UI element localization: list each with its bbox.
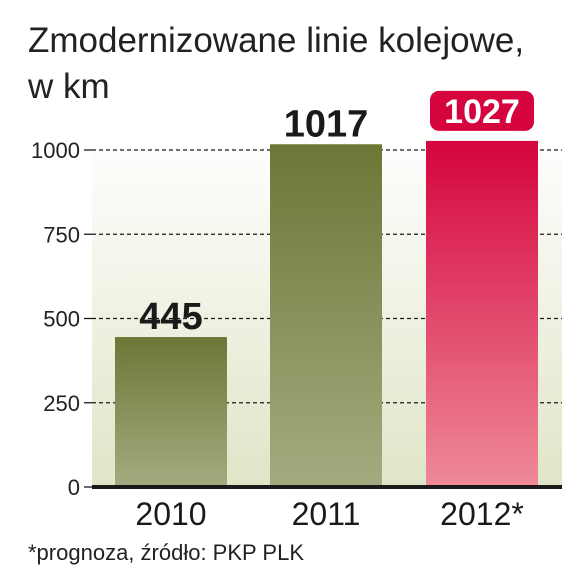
x-tick-label: 2012* — [440, 496, 524, 532]
y-tick-label: 250 — [43, 391, 80, 416]
footnote: *prognoza, źródło: PKP PLK — [28, 540, 304, 565]
data-labels: 445 1017 1027 — [139, 90, 534, 338]
data-label: 1017 — [284, 103, 369, 145]
x-tick-label: 2011 — [292, 496, 361, 532]
y-tick-label: 750 — [43, 222, 80, 247]
y-tick-label: 500 — [43, 307, 80, 332]
data-label-badge — [430, 90, 534, 131]
bar-2010 — [115, 337, 227, 487]
x-axis-labels: 2010 2011 2012* — [135, 496, 523, 532]
chart-title: Zmodernizowane linie kolejowe, w km — [28, 18, 568, 110]
chart-title-line-1: Zmodernizowane linie kolejowe, — [28, 21, 525, 60]
data-label: 1027 — [444, 93, 520, 131]
x-tick-label: 2010 — [135, 496, 206, 532]
bar-2012 — [426, 140, 538, 487]
chart-title-line-2: w km — [28, 67, 110, 106]
y-tick-label: 1000 — [31, 138, 80, 163]
data-label: 445 — [139, 296, 202, 338]
y-tick-label: 0 — [68, 475, 80, 500]
bars — [115, 140, 538, 487]
bar-2011 — [270, 144, 382, 487]
y-axis-ticks: 0 250 500 750 1000 — [31, 138, 92, 500]
